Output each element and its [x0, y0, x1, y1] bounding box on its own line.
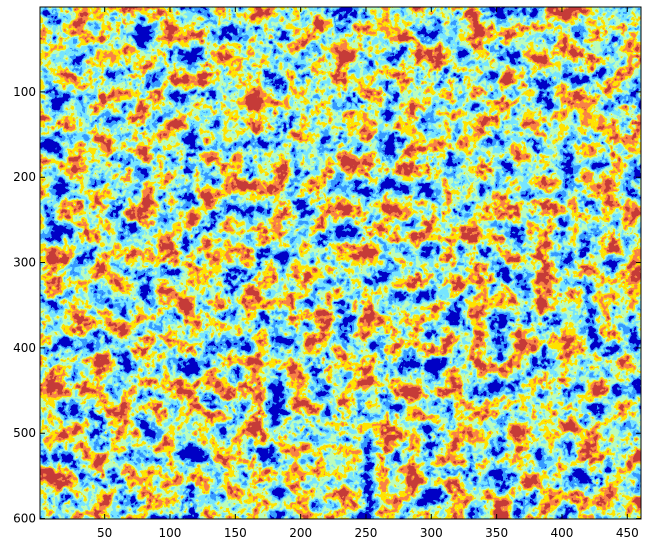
- x-tick-label: 350: [485, 526, 508, 540]
- x-tick-label: 200: [289, 526, 312, 540]
- x-tick-label: 50: [97, 526, 112, 540]
- x-tick-label: 100: [159, 526, 182, 540]
- y-tick-label: 300: [13, 256, 36, 270]
- y-tick-label: 400: [13, 341, 36, 355]
- x-tick-label: 150: [224, 526, 247, 540]
- x-tick-label: 400: [551, 526, 574, 540]
- y-tick-label: 100: [13, 85, 36, 99]
- y-axis: 100 200 300 400 500 600: [13, 85, 641, 526]
- x-tick-label: 300: [420, 526, 443, 540]
- y-tick-label: 500: [13, 426, 36, 440]
- x-tick-label: 450: [616, 526, 639, 540]
- y-tick-label: 200: [13, 170, 36, 184]
- x-tick-label: 250: [355, 526, 378, 540]
- heatmap-image: [40, 7, 641, 519]
- x-axis: 50 100 150 200 250 300 350 400 450: [97, 7, 639, 540]
- y-tick-label: 600: [13, 512, 36, 526]
